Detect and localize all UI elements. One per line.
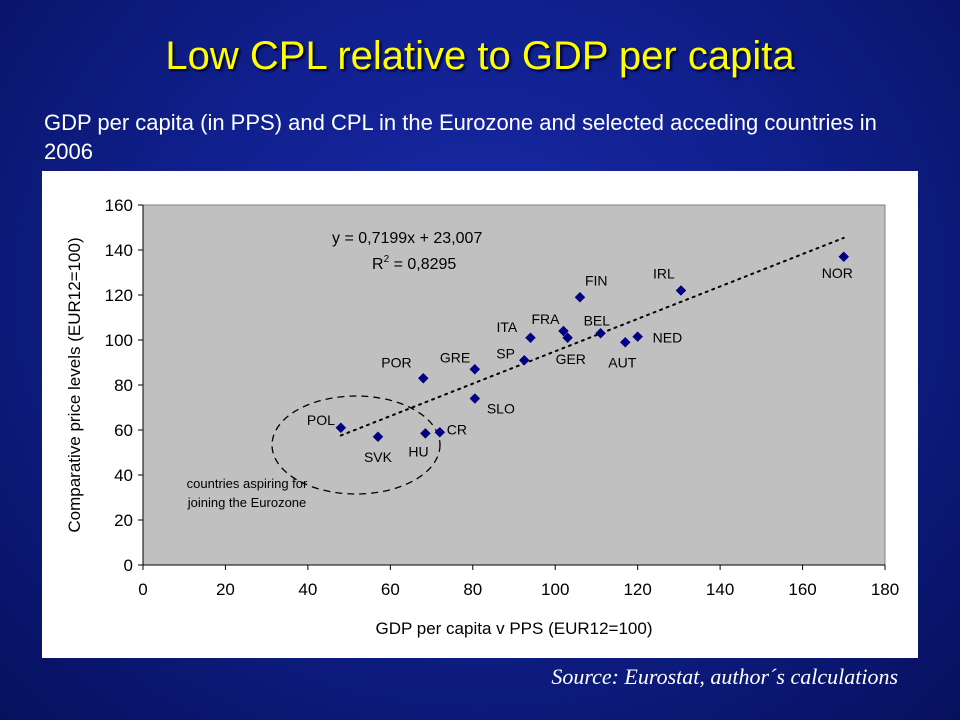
data-point-svk [372,431,384,443]
x-tick-label: 180 [871,580,899,599]
y-tick-label: 40 [114,466,133,485]
data-point-sp [518,354,530,366]
point-label-pol: POL [307,412,335,428]
y-tick-label: 140 [105,241,133,260]
trendline [339,236,845,437]
x-tick-label: 40 [298,580,317,599]
x-tick-label: 0 [138,580,147,599]
regression-equation: y = 0,7199x + 23,007 [332,230,482,247]
data-point-nor [838,251,850,263]
data-point-bel [595,327,606,339]
x-tick-label: 160 [788,580,816,599]
point-label-por: POR [381,354,411,370]
point-label-ned: NED [653,330,683,346]
point-label-fra: FRA [531,311,560,327]
x-tick-label: 60 [381,580,400,599]
x-tick-label: 20 [216,580,235,599]
point-label-aut: AUT [608,354,636,370]
y-tick-label: 20 [114,511,133,530]
y-tick-label: 160 [105,196,133,215]
data-point-fin [574,291,586,303]
data-point-irl [675,285,687,296]
point-label-svk: SVK [364,449,393,465]
annotation-line-2: joining the Eurozone [187,495,307,510]
data-point-ger [562,332,573,344]
point-label-sp: SP [496,345,515,361]
point-label-gre: GRE [440,349,470,365]
y-axis-title: Comparative price levels (EUR12=100) [65,237,84,532]
point-label-slo: SLO [487,401,515,417]
x-tick-label: 100 [541,580,569,599]
point-label-bel: BEL [584,312,611,328]
x-axis-title: GDP per capita v PPS (EUR12=100) [375,619,652,638]
annotation-line-1: countries aspiring for [187,476,308,491]
x-tick-label: 140 [706,580,734,599]
data-point-aut [619,336,631,348]
point-label-ita: ITA [496,319,517,335]
y-tick-label: 120 [105,286,133,305]
r-squared: R2 = 0,8295 [372,254,456,273]
point-label-hu: HU [408,443,428,459]
data-point-por [417,372,429,384]
y-tick-label: 60 [114,421,133,440]
data-point-fra [558,325,569,337]
aspiring-countries-ellipse [271,395,441,495]
data-point-cr [434,426,446,438]
scatter-chart: 0 20 40 60 80 100 120 140 160 0 20 40 60 80 100 120 140 1… [65,196,899,638]
data-point-ita [525,332,536,344]
plot-area [142,204,886,566]
y-tick-label: 80 [114,376,133,395]
point-label-nor: NOR [822,265,853,281]
point-label-irl: IRL [653,266,675,282]
chart-panel: 0 20 40 60 80 100 120 140 160 0 20 40 60 80 100 120 140 1… [42,171,918,658]
point-label-fin: FIN [585,272,608,288]
x-tick-label: 80 [463,580,482,599]
source-note: Source: Eurostat, author´s calculations [551,664,898,689]
slide-title: Low CPL relative to GDP per capita [165,34,795,78]
point-label-ger: GER [556,351,586,367]
slide-subtitle: GDP per capita (in PPS) and CPL in the E… [44,110,877,164]
data-point-pol [335,422,347,434]
data-point-slo [469,393,481,404]
y-tick-label: 100 [105,331,133,350]
data-point-hu [420,428,431,439]
y-tick-label: 0 [124,556,133,575]
x-tick-label: 120 [623,580,651,599]
point-label-cr: CR [447,421,467,437]
data-point-ned [632,331,644,342]
data-point-gre [469,363,481,375]
